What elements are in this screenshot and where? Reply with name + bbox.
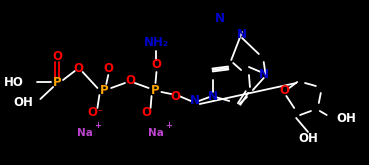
Text: O: O bbox=[103, 62, 113, 75]
Text: O: O bbox=[74, 62, 84, 75]
Text: N: N bbox=[207, 90, 218, 103]
Text: N: N bbox=[237, 29, 247, 42]
Text: O: O bbox=[125, 73, 135, 86]
Text: NH₂: NH₂ bbox=[144, 36, 169, 50]
Text: O: O bbox=[279, 84, 289, 98]
Text: OH: OH bbox=[337, 112, 356, 125]
Text: +: + bbox=[165, 121, 172, 131]
Text: O: O bbox=[87, 105, 97, 118]
Text: HO: HO bbox=[4, 76, 24, 88]
Text: ⁻: ⁻ bbox=[97, 109, 102, 117]
Text: O: O bbox=[170, 89, 180, 102]
Text: P: P bbox=[100, 83, 108, 97]
Text: N: N bbox=[214, 12, 224, 24]
Text: O: O bbox=[52, 50, 62, 64]
Text: Na: Na bbox=[77, 128, 93, 138]
Text: N: N bbox=[259, 68, 269, 82]
Text: O: O bbox=[151, 59, 162, 71]
Text: O: O bbox=[142, 105, 152, 118]
Text: OH: OH bbox=[14, 97, 34, 110]
Text: OH: OH bbox=[298, 132, 318, 145]
Text: N: N bbox=[190, 95, 200, 108]
Text: +: + bbox=[94, 121, 101, 131]
Text: P: P bbox=[53, 76, 61, 88]
Text: Na: Na bbox=[148, 128, 163, 138]
Text: P: P bbox=[151, 83, 160, 97]
